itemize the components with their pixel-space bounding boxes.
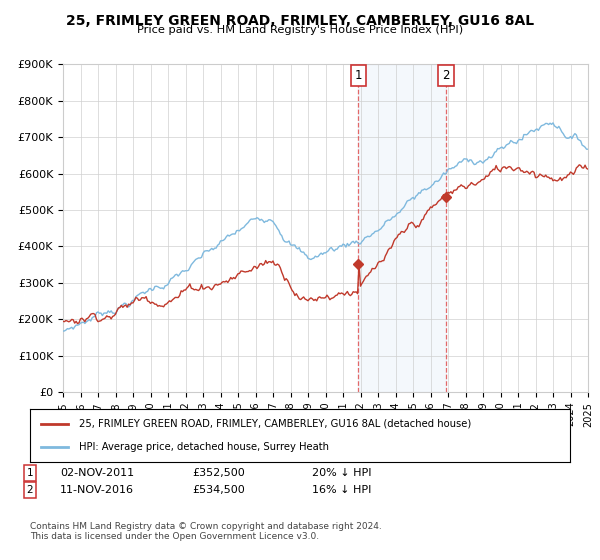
Text: 1: 1 [26, 468, 34, 478]
Text: 25, FRIMLEY GREEN ROAD, FRIMLEY, CAMBERLEY, GU16 8AL (detached house): 25, FRIMLEY GREEN ROAD, FRIMLEY, CAMBERL… [79, 419, 471, 429]
Text: Contains HM Land Registry data © Crown copyright and database right 2024.
This d: Contains HM Land Registry data © Crown c… [30, 522, 382, 542]
Text: 25, FRIMLEY GREEN ROAD, FRIMLEY, CAMBERLEY, GU16 8AL: 25, FRIMLEY GREEN ROAD, FRIMLEY, CAMBERL… [66, 14, 534, 28]
Text: 16% ↓ HPI: 16% ↓ HPI [312, 485, 371, 495]
Text: 02-NOV-2011: 02-NOV-2011 [60, 468, 134, 478]
Text: 1: 1 [355, 69, 362, 82]
Text: 20% ↓ HPI: 20% ↓ HPI [312, 468, 371, 478]
Text: £352,500: £352,500 [192, 468, 245, 478]
Bar [358, 64, 446, 392]
Text: £534,500: £534,500 [192, 485, 245, 495]
Text: 2: 2 [442, 69, 449, 82]
Text: 11-NOV-2016: 11-NOV-2016 [60, 485, 134, 495]
Text: HPI: Average price, detached house, Surrey Heath: HPI: Average price, detached house, Surr… [79, 442, 329, 452]
Text: 2: 2 [26, 485, 34, 495]
Text: Price paid vs. HM Land Registry's House Price Index (HPI): Price paid vs. HM Land Registry's House … [137, 25, 463, 35]
